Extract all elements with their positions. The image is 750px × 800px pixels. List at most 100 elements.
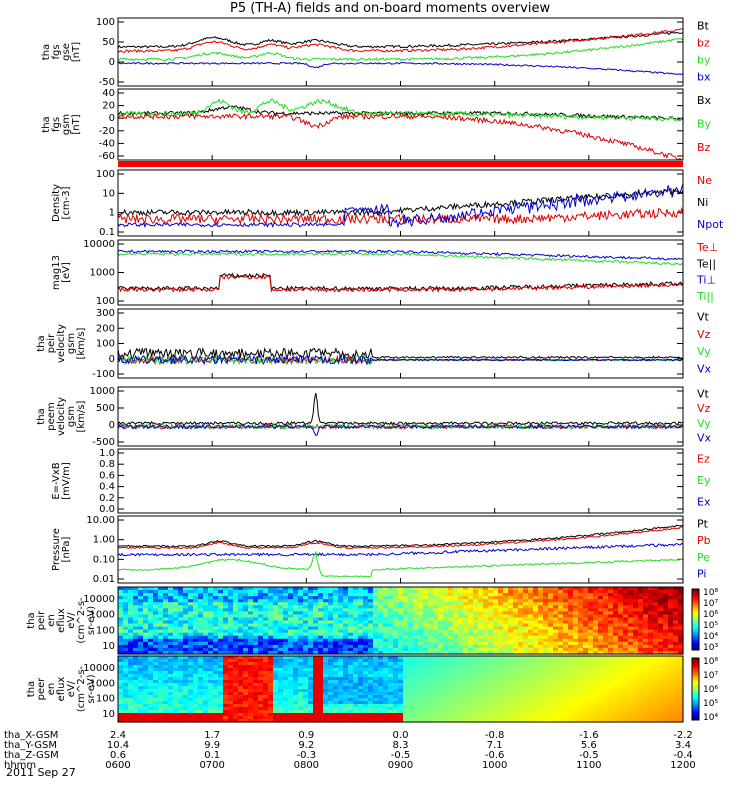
- spectro-cell: [653, 587, 659, 591]
- spectro-cell: [208, 716, 214, 720]
- spectro-cell: [243, 632, 249, 637]
- spectro-cell: [183, 677, 189, 681]
- spectro-cell: [153, 611, 159, 615]
- spectro-cell: [393, 644, 399, 649]
- spectro-cell: [228, 614, 234, 618]
- spectro-cell: [508, 626, 514, 631]
- spectro-cell: [163, 704, 169, 708]
- spectro-cell: [163, 719, 169, 723]
- spectro-cell: [573, 605, 579, 609]
- spectro-cell: [273, 635, 279, 640]
- spectro-cell: [498, 617, 504, 622]
- spectro-cell: [493, 671, 499, 675]
- spectro-cell: [498, 698, 504, 702]
- spectro-cell: [578, 695, 584, 699]
- spectro-cell: [438, 713, 444, 717]
- spectro-cell: [198, 698, 204, 702]
- spectro-cell: [413, 611, 419, 615]
- spectro-cell: [313, 590, 319, 594]
- spectro-cell: [353, 704, 359, 708]
- spectro-cell: [383, 644, 389, 649]
- spectro-cell: [318, 620, 324, 625]
- spectro-cell: [273, 623, 279, 628]
- spectro-cell: [468, 710, 474, 714]
- legend-pb: Pb: [697, 534, 711, 547]
- spectro-cell: [208, 644, 214, 649]
- spectro-cell: [643, 590, 649, 594]
- ylabel-line: [km/s]: [76, 327, 87, 359]
- spectro-cell: [468, 608, 474, 612]
- spectro-cell: [358, 596, 364, 600]
- spectro-cell: [273, 668, 279, 672]
- spectro-cell: [358, 695, 364, 699]
- spectro-cell: [258, 686, 264, 690]
- spectro-cell: [278, 689, 284, 693]
- spectro-cell: [538, 719, 544, 723]
- spectro-cell: [428, 674, 434, 678]
- ylabel-line: peir: [46, 333, 57, 353]
- spectro-cell: [413, 626, 419, 631]
- spectro-cell: [148, 626, 154, 631]
- spectro-cell: [368, 668, 374, 672]
- spectro-cell: [333, 623, 339, 628]
- spectro-cell: [433, 713, 439, 717]
- spectro-cell: [513, 617, 519, 622]
- spectro-cell: [128, 620, 134, 625]
- spectro-cell: [503, 596, 509, 600]
- spectro-cell: [598, 641, 604, 646]
- spectro-cell: [148, 605, 154, 609]
- spectro-cell: [473, 662, 479, 666]
- spectro-cell: [478, 683, 484, 687]
- spectro-cell: [228, 587, 234, 591]
- spectro-cell: [448, 716, 454, 720]
- spectro-cell: [523, 716, 529, 720]
- spectro-cell: [653, 590, 659, 594]
- spectro-cell: [458, 587, 464, 591]
- spectro-cell: [308, 695, 314, 699]
- spectro-cell: [613, 641, 619, 646]
- spectro-cell: [553, 626, 559, 631]
- spectro-cell: [348, 710, 354, 714]
- spectro-cell: [573, 632, 579, 637]
- spectro-cell: [428, 651, 434, 655]
- spectro-cell: [118, 605, 124, 609]
- spectro-cell: [438, 701, 444, 705]
- spectro-cell: [268, 602, 274, 606]
- spectro-cell: [378, 656, 384, 660]
- spectro-cell: [603, 629, 609, 634]
- spectro-cell: [608, 644, 614, 649]
- spectro-cell: [183, 593, 189, 597]
- spectro-cell: [253, 605, 259, 609]
- spectro-cell: [478, 701, 484, 705]
- spectro-cell: [518, 651, 524, 655]
- spectro-cell: [613, 605, 619, 609]
- spectro-cell: [513, 713, 519, 717]
- spectro-cell: [153, 626, 159, 631]
- spectro-cell: [393, 590, 399, 594]
- spectro-cell: [658, 605, 664, 609]
- spectro-cell: [118, 674, 124, 678]
- spectro-cell: [418, 692, 424, 696]
- spectro-cell: [178, 683, 184, 687]
- spectro-cell: [313, 620, 319, 625]
- spectro-cell: [323, 590, 329, 594]
- ytick-label: 0: [109, 57, 115, 68]
- spectro-cell: [323, 680, 329, 684]
- spectro-cell: [198, 719, 204, 723]
- spectro-cell: [343, 710, 349, 714]
- ylabel-line: tha: [41, 44, 52, 60]
- spectro-cell: [303, 587, 309, 591]
- spectro-cell: [428, 716, 434, 720]
- spectro-cell: [213, 635, 219, 640]
- spectro-cell: [383, 713, 389, 717]
- spectro-cell: [448, 590, 454, 594]
- spectro-cell: [383, 596, 389, 600]
- spectro-cell: [473, 707, 479, 711]
- spectro-cell: [423, 665, 429, 669]
- spectro-cell: [473, 590, 479, 594]
- spectro-cell: [168, 677, 174, 681]
- spectro-cell: [333, 704, 339, 708]
- spectro-cell: [568, 632, 574, 637]
- spectro-cell: [243, 629, 249, 634]
- spectro-cell: [593, 674, 599, 678]
